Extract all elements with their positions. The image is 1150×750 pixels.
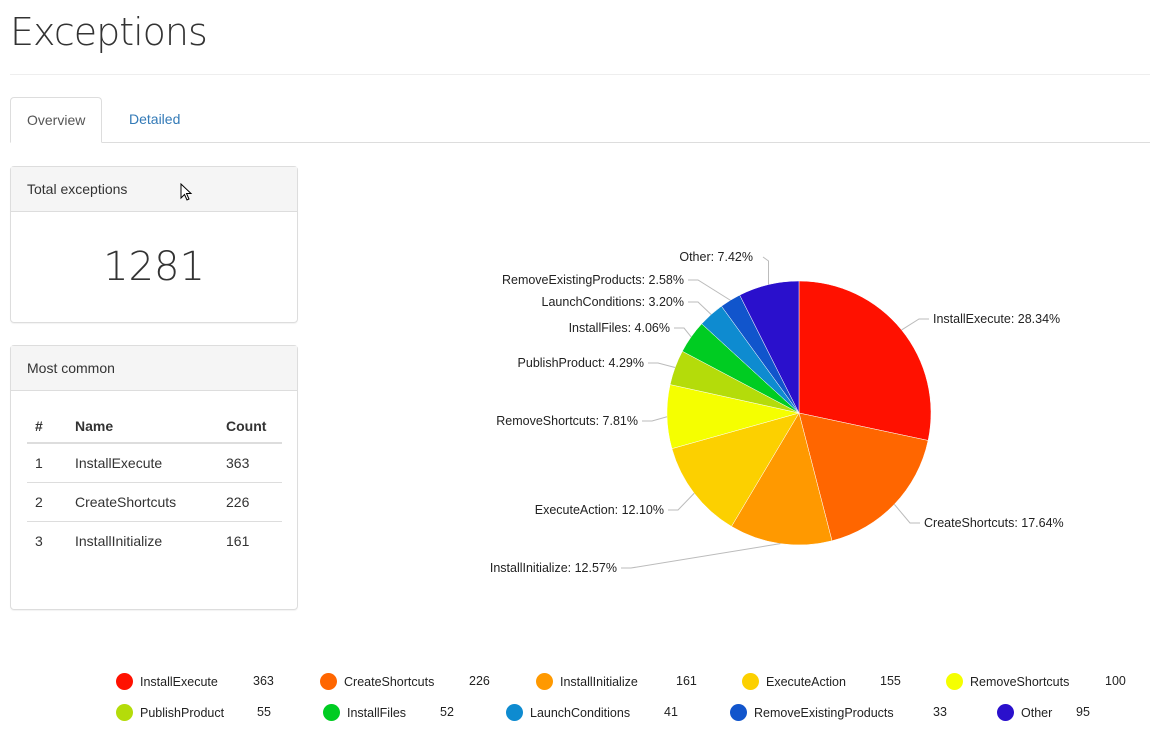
leader-line [688,301,712,315]
legend-count: 155 [880,674,901,688]
most-common-table: # Name Count 1 InstallExecute 363 2 CreateS… [27,408,282,560]
leader-line [674,327,692,338]
slice-label: InstallFiles: 4.06% [569,321,670,335]
leader-line [688,279,731,301]
leader-line [762,256,770,285]
slice-label: RemoveShortcuts: 7.81% [496,414,638,428]
pie-slice-InstallExecute[interactable] [798,280,932,441]
legend-item[interactable]: LaunchConditions [506,704,630,721]
leader-line [642,416,668,422]
legend-color-dot-icon [116,704,133,721]
leader-line [901,318,929,331]
legend-count: 100 [1105,674,1126,688]
leader-line [648,362,676,368]
legend-count: 52 [440,705,454,719]
legend-color-dot-icon [730,704,747,721]
slice-label: PublishProduct: 4.29% [518,356,644,370]
slice-label: InstallExecute: 28.34% [933,312,1060,326]
legend-count: 363 [253,674,274,688]
legend-label: CreateShortcuts [344,674,435,689]
slice-label: CreateShortcuts: 17.64% [924,516,1064,530]
legend-color-dot-icon [536,673,553,690]
legend-label: InstallInitialize [560,674,638,689]
name: CreateShortcuts [67,482,218,522]
legend-label: Other [1021,705,1053,720]
legend-color-dot-icon [506,704,523,721]
legend-item[interactable]: PublishProduct [116,704,224,721]
table-row: 2 CreateShortcuts 226 [27,482,282,522]
legend-color-dot-icon [946,673,963,690]
pie-slice-InstallInitialize[interactable] [731,412,833,546]
count: 161 [218,521,282,560]
slice-label: InstallInitialize: 12.57% [490,561,617,575]
name: InstallInitialize [67,521,218,560]
legend-item[interactable]: InstallFiles [323,704,406,721]
rank: 3 [27,521,67,560]
legend-item[interactable]: CreateShortcuts [320,673,434,690]
legend-label: InstallExecute [140,674,218,689]
legend-label: ExecuteAction [766,674,846,689]
total-exceptions-panel: Total exceptions 1281 [10,166,298,323]
legend-item[interactable]: Other [997,704,1052,721]
pie-slice-ExecuteAction[interactable] [671,412,800,527]
legend-count: 33 [933,705,947,719]
legend-count: 95 [1076,705,1090,719]
legend-count: 55 [257,705,271,719]
rank: 1 [35,455,43,471]
legend-color-dot-icon [742,673,759,690]
legend-count: 161 [676,674,697,688]
count: 363 [226,455,250,471]
most-common-panel: Most common # Name Count 1 InstallExecute… [10,345,298,610]
pie-slice-Other[interactable] [739,280,800,414]
legend-count: 41 [664,705,678,719]
leader-line [668,492,695,511]
mouse-cursor-icon [180,183,193,201]
legend-item[interactable]: RemoveExistingProducts [730,704,894,721]
leader-line [893,503,920,524]
table-row: 3 InstallInitialize 161 [27,521,282,560]
legend-color-dot-icon [323,704,340,721]
legend-label: RemoveShortcuts [970,674,1070,689]
tab-overview[interactable]: Overview [10,97,103,143]
legend-item[interactable]: InstallInitialize [536,673,638,690]
panel-title: Most common [11,346,297,391]
page-title: Exceptions [10,10,208,54]
column-header: # [27,408,67,444]
legend-item[interactable]: ExecuteAction [742,673,846,690]
legend-color-dot-icon [116,673,133,690]
divider [10,74,1150,75]
leader-line [621,543,781,569]
name: InstallExecute [75,455,163,471]
column-header: Name [67,408,218,444]
legend-color-dot-icon [997,704,1014,721]
total-exceptions-value: 1281 [103,244,205,290]
legend-item[interactable]: InstallExecute [116,673,218,690]
count: 226 [218,482,282,522]
column-header: Count [218,408,282,444]
legend-label: RemoveExistingProducts [754,705,894,720]
legend-count: 226 [469,674,490,688]
slice-label: Other: 7.42% [679,250,753,264]
slice-label: ExecuteAction: 12.10% [535,503,664,517]
rank: 2 [27,482,67,522]
slice-label: LaunchConditions: 3.20% [542,295,684,309]
legend-label: InstallFiles [347,705,407,720]
tab-bar: Overview Detailed [10,97,1150,143]
table-row: 1 InstallExecute 363 [27,443,282,483]
panel-title: Total exceptions [11,167,297,212]
legend-item[interactable]: RemoveShortcuts [946,673,1069,690]
legend-label: LaunchConditions [530,705,631,720]
tab-detailed[interactable]: Detailed [129,111,181,127]
legend-color-dot-icon [320,673,337,690]
legend-label: PublishProduct [140,705,225,720]
slice-label: RemoveExistingProducts: 2.58% [502,273,684,287]
